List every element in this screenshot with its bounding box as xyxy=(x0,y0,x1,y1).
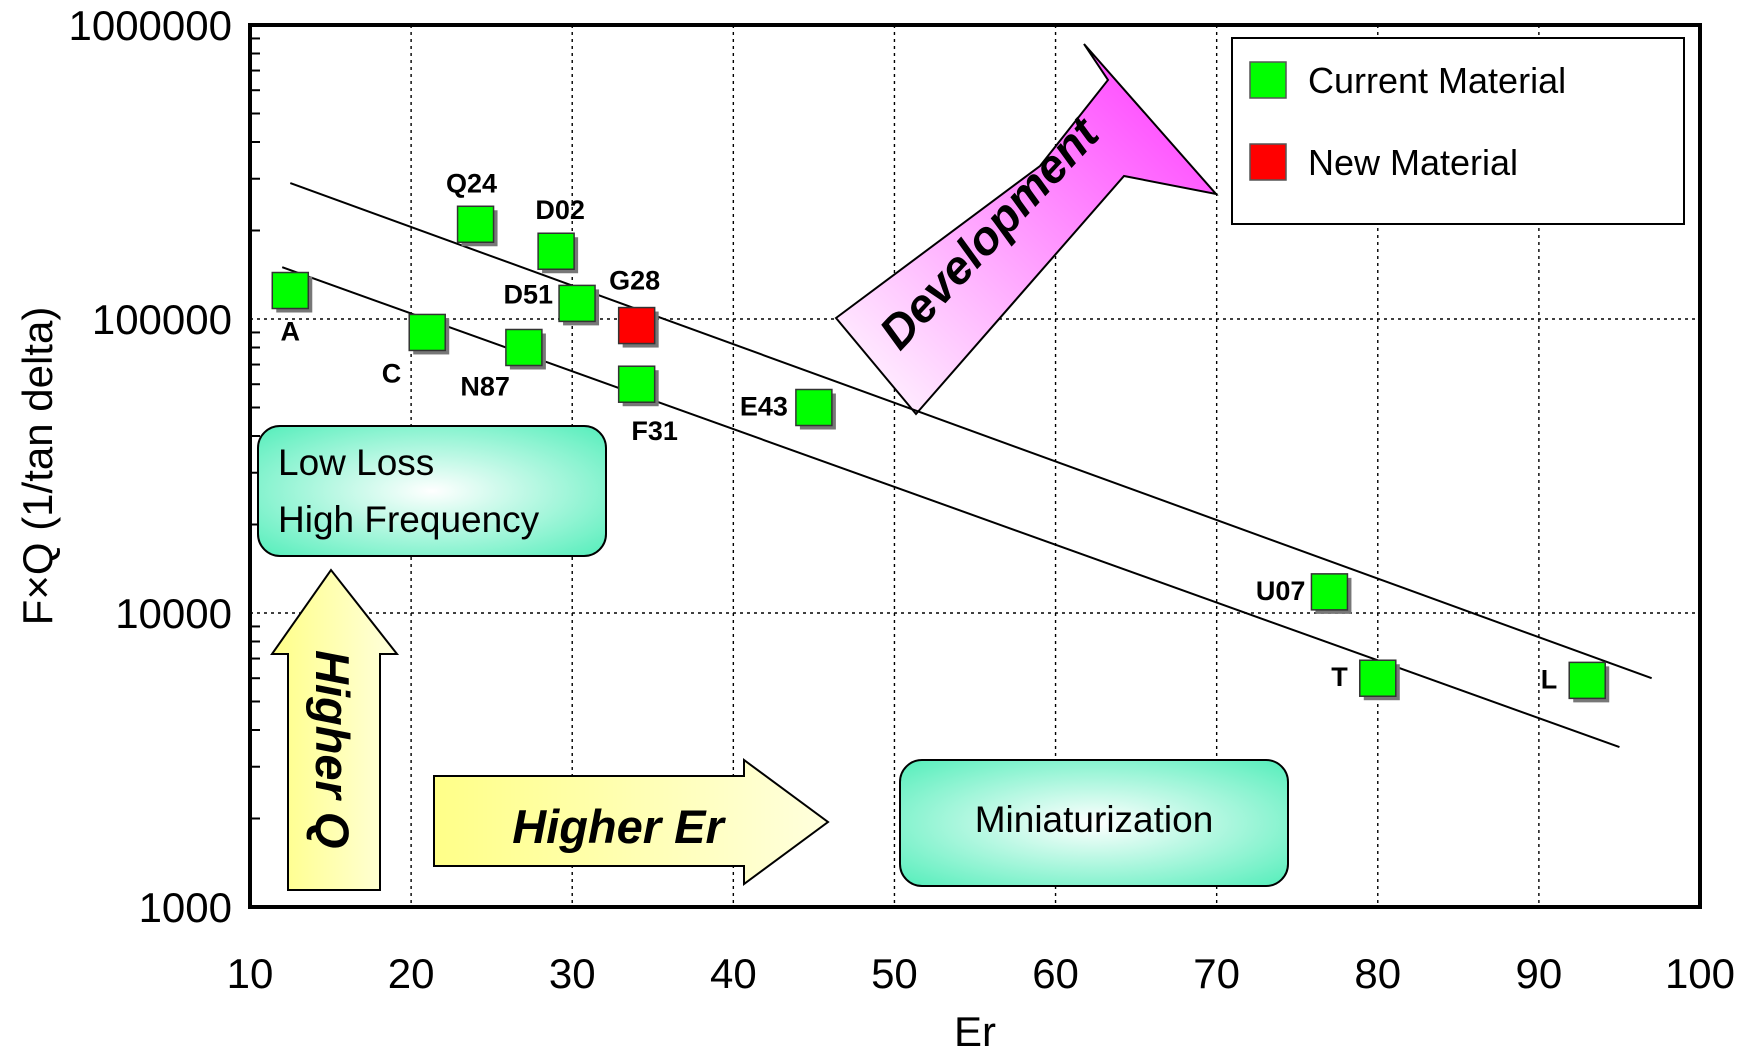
data-points: A C Q24 N87 D02 D51 F31 E43 U07 T L G28 xyxy=(271,168,1610,703)
current-material-point xyxy=(795,388,833,427)
y-tick-labels: 1000 10000 100000 1000000 xyxy=(68,2,232,931)
point-label: D02 xyxy=(535,195,585,225)
current-material-point xyxy=(1310,573,1349,611)
higher-q-arrow: Higher Q xyxy=(270,568,400,891)
current-material-point xyxy=(558,284,596,323)
x-tick-label: 100 xyxy=(1665,950,1735,997)
new-material-point xyxy=(617,306,656,345)
point-label: C xyxy=(382,358,402,388)
minor-ticks xyxy=(250,37,260,820)
current-material-point xyxy=(456,205,495,244)
x-axis-label: Er xyxy=(954,1008,996,1052)
plot-frame xyxy=(248,23,1702,909)
point-label: A xyxy=(281,317,301,347)
x-tick-label: 40 xyxy=(710,950,757,997)
legend-label-new: New Material xyxy=(1308,142,1518,183)
x-tick-label: 20 xyxy=(388,950,435,997)
point-label: F31 xyxy=(631,416,678,446)
point-label: E43 xyxy=(740,392,788,422)
point-label: U07 xyxy=(1256,576,1306,606)
x-tick-label: 70 xyxy=(1193,950,1240,997)
x-tick-labels: 10 20 30 40 50 60 70 80 90 100 xyxy=(227,950,1735,997)
y-tick-label: 1000000 xyxy=(68,2,232,49)
current-material-point xyxy=(505,328,543,367)
y-tick-label: 1000 xyxy=(139,884,232,931)
current-material-point xyxy=(1568,661,1606,700)
x-tick-label: 90 xyxy=(1516,950,1563,997)
x-tick-label: 60 xyxy=(1032,950,1079,997)
current-material-point xyxy=(271,271,310,310)
trend-line xyxy=(289,182,1653,680)
point-label: D51 xyxy=(504,279,554,309)
legend: Current Material New Material xyxy=(1231,37,1685,225)
x-tick-label: 80 xyxy=(1354,950,1401,997)
point-label: N87 xyxy=(460,371,510,401)
higher-er-arrow: Higher Er xyxy=(433,758,830,886)
current-material-point xyxy=(408,313,446,352)
low-loss-box: Low Loss High Frequency xyxy=(257,425,607,557)
x-tick-label: 30 xyxy=(549,950,596,997)
x-tick-label: 10 xyxy=(227,950,274,997)
development-arrow: Development xyxy=(834,43,1219,416)
point-label: T xyxy=(1331,662,1348,692)
miniaturization-text: Miniaturization xyxy=(975,799,1214,840)
y-axis-label: F×Q (1/tan delta) xyxy=(14,307,61,626)
miniaturization-box: Miniaturization xyxy=(899,759,1289,887)
point-label: G28 xyxy=(609,266,660,296)
point-label: Q24 xyxy=(446,168,497,198)
y-tick-label: 10000 xyxy=(115,590,232,637)
point-label: L xyxy=(1541,664,1558,694)
y-tick-label: 100000 xyxy=(92,296,232,343)
legend-swatch-current xyxy=(1249,61,1287,99)
current-material-point xyxy=(617,365,656,403)
legend-swatch-new xyxy=(1249,143,1287,181)
x-tick-label: 50 xyxy=(871,950,918,997)
legend-label-current: Current Material xyxy=(1308,60,1566,101)
low-loss-line-2: High Frequency xyxy=(278,499,540,540)
current-material-point xyxy=(537,232,575,270)
higher-q-text: Higher Q xyxy=(306,650,359,848)
higher-er-text: Higher Er xyxy=(512,800,726,853)
low-loss-line-1: Low Loss xyxy=(278,442,434,483)
current-material-point xyxy=(1359,659,1397,697)
